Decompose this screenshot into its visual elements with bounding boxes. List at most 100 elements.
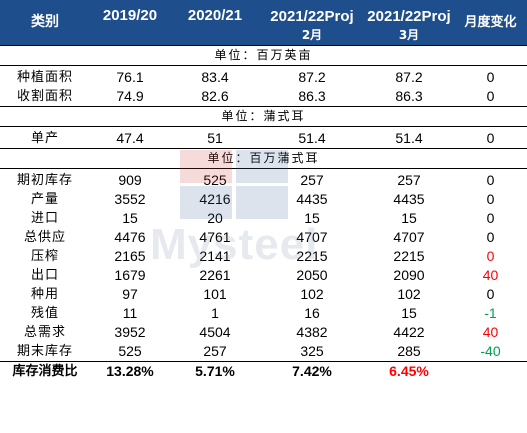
cell: 2141 [199,248,231,264]
table-row: 总需求 3952 4504 4382 4422 40 [0,323,527,342]
cell: 51.4 [298,130,326,146]
cell: 3952 [114,324,146,340]
cell: 11 [122,305,138,321]
cell: 20 [207,210,223,226]
cell: 257 [300,172,324,188]
cell: 86.3 [298,88,326,104]
cell: 257 [397,172,421,188]
cell: 4761 [199,229,231,245]
cell: 15 [401,305,417,321]
cell: 87.2 [395,69,423,85]
change-cell: 0 [486,69,495,85]
change-cell: 40 [482,267,499,283]
table-row: 压榨 2165 2141 2215 2215 0 [0,247,527,266]
cell: 87.2 [298,69,326,85]
change-cell: 0 [486,229,495,245]
row-label: 种用 [30,287,59,302]
cell: 47.4 [116,130,144,146]
unit-area: 单位：百万英亩 [0,45,527,66]
change-cell: -40 [480,343,501,359]
table-row: 出口 1679 2261 2050 2090 40 [0,266,527,285]
cell: 2165 [114,248,146,264]
cell: 1679 [114,267,146,283]
header-row: 类别 2019/20 2020/21 2021/22Proj 2021/22Pr… [0,0,527,46]
row-label: 残值 [30,306,59,321]
cell: 13.28% [90,361,170,381]
cell: 1 [211,305,219,321]
cell: 7.42% [260,361,364,381]
cell: 2215 [393,248,425,264]
table-row: 种用 97 101 102 102 0 [0,285,527,304]
unit-row-volume: 单位：百万蒲式耳 [0,148,527,169]
cell: 257 [203,343,227,359]
data-grid: 类别 2019/20 2020/21 2021/22Proj 2021/22Pr… [0,0,527,381]
unit-row-yield: 单位：蒲式耳 [0,106,527,127]
header-sub-mar: 3月 [364,26,454,46]
table-row-ratio: 库存消费比 13.28% 5.71% 7.42% 6.45% [0,361,527,381]
unit-volume: 单位：百万蒲式耳 [0,148,527,169]
change-cell: 0 [486,88,495,104]
row-label: 种植面积 [16,70,73,85]
table-row: 种植面积 76.1 83.4 87.2 87.2 0 [0,66,527,88]
cell: 82.6 [201,88,229,104]
cell: 2050 [296,267,328,283]
row-label: 总供应 [23,230,66,245]
cell: 15 [401,210,417,226]
row-label: 库存消费比 [0,361,90,381]
cell: 909 [118,172,142,188]
cell: 325 [300,343,324,359]
change-cell: 0 [486,130,495,146]
header-col-2019: 2019/20 [90,0,170,46]
table-row: 总供应 4476 4761 4707 4707 0 [0,228,527,247]
table-row: 期初库存 909 525 257 257 0 [0,169,527,191]
cell: 4382 [296,324,328,340]
cell: 525 [118,343,142,359]
cell: 76.1 [116,69,144,85]
cell: 83.4 [201,69,229,85]
change-cell [454,361,527,381]
unit-yield: 单位：蒲式耳 [0,106,527,127]
row-label: 期初库存 [16,173,73,188]
cell: 2090 [393,267,425,283]
cell: 4422 [393,324,425,340]
change-cell: -1 [484,305,497,321]
cell: 101 [203,286,227,302]
header-category: 类别 [0,0,90,46]
row-label: 单产 [30,131,59,146]
cell: 2261 [199,267,231,283]
table-row: 产量 3552 4216 4435 4435 0 [0,190,527,209]
cell: 525 [203,172,227,188]
header-sub-feb: 2月 [260,26,364,46]
row-label: 期末库存 [16,344,73,359]
cell: 51 [207,130,223,146]
row-label: 产量 [30,192,59,207]
cell: 102 [397,286,421,302]
change-cell: 0 [486,248,495,264]
change-cell: 0 [486,286,495,302]
cell: 86.3 [395,88,423,104]
cell: 4476 [114,229,146,245]
change-cell: 0 [486,172,495,188]
header-subrow: 2月 3月 [0,26,527,46]
change-cell: 0 [486,191,495,207]
change-cell: 40 [482,324,499,340]
row-label: 进口 [30,211,59,226]
cell: 51.4 [395,130,423,146]
cell: 5.71% [170,361,260,381]
table-row: 收割面积 74.9 82.6 86.3 86.3 0 [0,87,527,107]
cell: 3552 [114,191,146,207]
cell: 4707 [296,229,328,245]
row-label: 收割面积 [16,89,73,104]
header-col-2020: 2020/21 [170,0,260,46]
row-label: 压榨 [30,249,59,264]
header-change: 月度变化 [454,0,527,46]
cell: 6.45% [364,361,454,381]
cell: 4707 [393,229,425,245]
cell: 4435 [296,191,328,207]
cell: 4504 [199,324,231,340]
table-row: 期末库存 525 257 325 285 -40 [0,342,527,362]
cell: 15 [304,210,320,226]
cell: 16 [304,305,320,321]
cell: 74.9 [116,88,144,104]
